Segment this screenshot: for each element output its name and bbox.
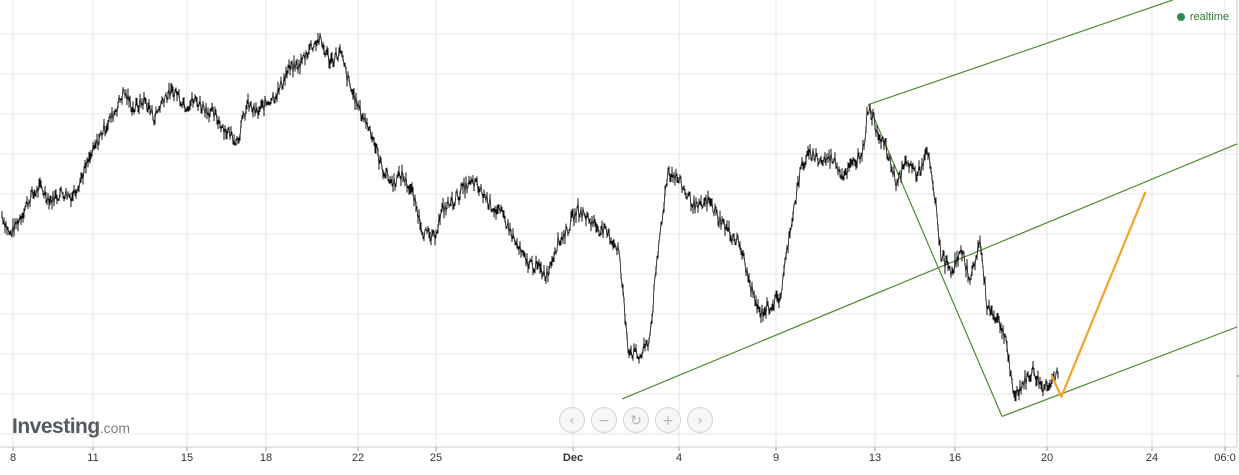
- x-tick-label: 4: [676, 452, 682, 464]
- x-tick-label: 11: [87, 452, 98, 464]
- channel-line-3: [1001, 326, 1238, 417]
- x-axis: 8 11 15 18 22 25 Dec 4 9 13 16 20 24 06:0: [0, 446, 1237, 464]
- x-tick-label: 22: [352, 452, 364, 464]
- chart-nav-controls: ‹ − ↻ + ›: [559, 407, 713, 433]
- x-tick-label: 15: [181, 452, 193, 464]
- refresh-icon: ↻: [630, 413, 642, 429]
- x-tick-label: 9: [773, 452, 779, 464]
- plus-icon: +: [662, 413, 674, 429]
- x-tick-label: 06:0: [1214, 452, 1235, 464]
- x-tick-label: 13: [869, 452, 881, 464]
- x-tick-label: 20: [1041, 452, 1053, 464]
- realtime-indicator: realtime: [1176, 11, 1229, 23]
- chevron-right-icon: ›: [697, 413, 703, 429]
- forecast-line: [1050, 191, 1147, 398]
- reset-button[interactable]: ↻: [623, 407, 649, 433]
- x-tick-label: 18: [260, 452, 272, 464]
- minus-icon: −: [598, 413, 610, 429]
- zoom-in-button[interactable]: +: [655, 407, 681, 433]
- channel-lines: [621, 0, 1238, 417]
- logo-main-text: Investing: [12, 415, 100, 438]
- forecast-path: [1050, 191, 1147, 398]
- channel-line-4: [867, 104, 1003, 417]
- scroll-right-button[interactable]: ›: [687, 407, 713, 433]
- realtime-dot-icon: [1176, 13, 1185, 21]
- x-tick-label: 8: [10, 452, 16, 464]
- logo-suffix-text: .com: [99, 420, 131, 436]
- chevron-left-icon: ‹: [569, 413, 575, 429]
- realtime-label: realtime: [1189, 11, 1229, 23]
- channel-line-1: [868, 0, 1173, 106]
- scroll-left-button[interactable]: ‹: [559, 407, 585, 433]
- investing-logo: Investing.com: [12, 415, 130, 439]
- x-tick-label: 24: [1146, 452, 1158, 464]
- x-tick-label: 16: [949, 452, 961, 464]
- x-tick-label: Dec: [563, 452, 583, 464]
- price-series: [1, 32, 1059, 402]
- x-tick-label: 25: [430, 452, 442, 464]
- price-line: [1, 34, 1059, 397]
- channel-line-2: [621, 143, 1238, 400]
- zoom-out-button[interactable]: −: [591, 407, 617, 433]
